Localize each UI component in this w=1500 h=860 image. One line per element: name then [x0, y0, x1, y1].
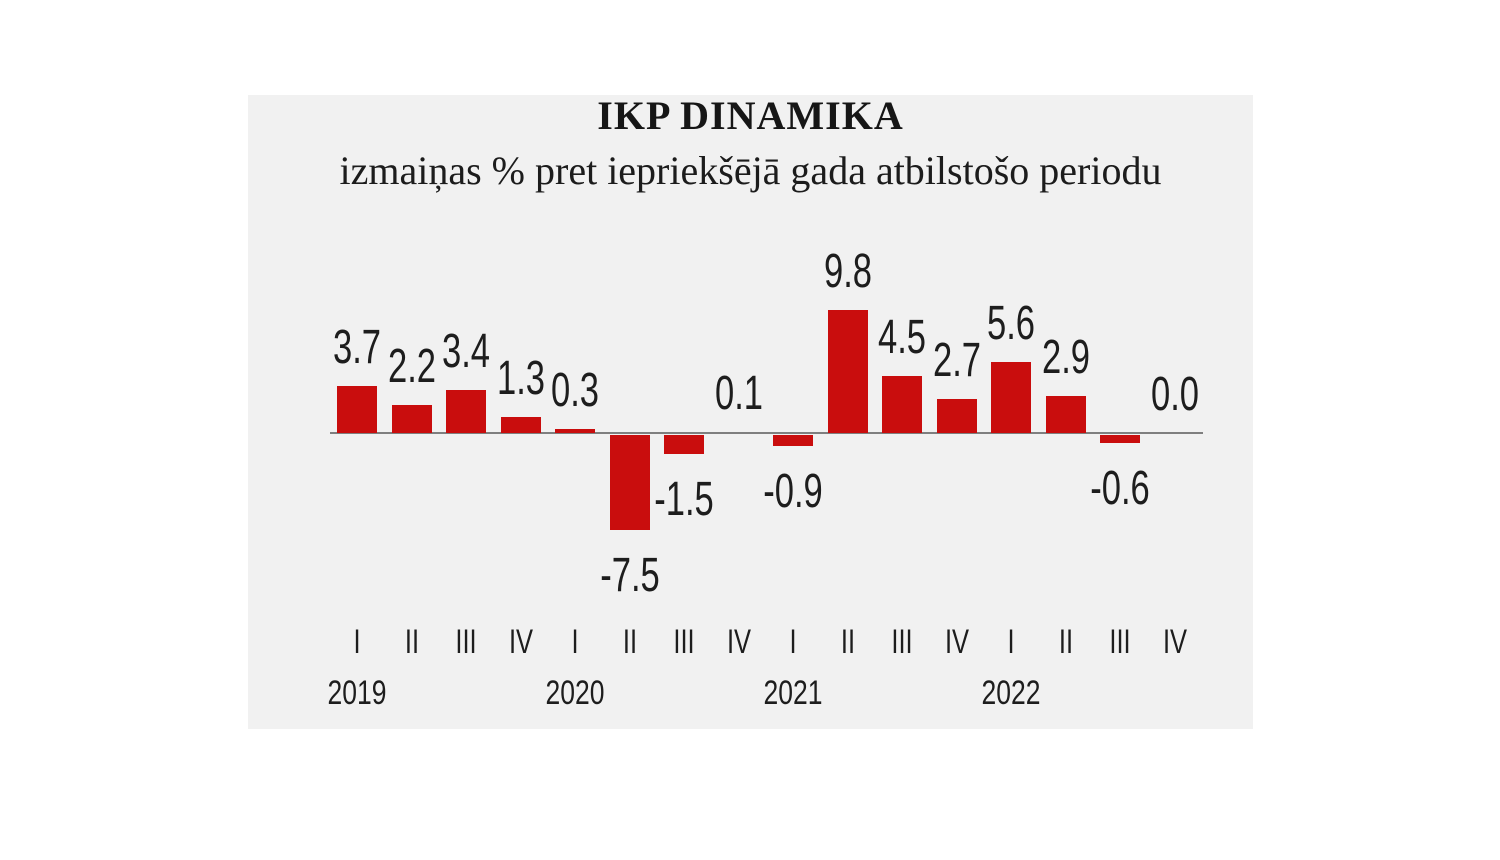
bar: [337, 386, 377, 433]
bar: [1100, 435, 1140, 443]
quarter-tick-label: II: [404, 623, 419, 661]
bar-value-label: 3.4: [441, 325, 491, 379]
year-label: 2022: [981, 674, 1041, 712]
bar-value-label: 2.9: [1041, 331, 1090, 385]
quarter-tick-label: III: [455, 623, 477, 661]
year-label: 2021: [763, 674, 823, 712]
bar: [991, 362, 1031, 433]
year-label: 2020: [545, 674, 605, 712]
quarter-tick-label: II: [840, 623, 855, 661]
plot-area: 3.7 I 2.2 II 3.4 III 1.3 IV 0.3 I -7.5 II -1.5 III 0.1…: [248, 95, 1253, 729]
quarter-tick-label: I: [571, 623, 579, 661]
bar-value-label: -0.9: [763, 465, 823, 519]
bar-value-label: 0.3: [550, 364, 600, 418]
quarter-tick-label: I: [353, 623, 361, 661]
bar-value-label: 2.2: [387, 340, 436, 394]
bar-value-label: -7.5: [599, 548, 660, 602]
quarter-tick-label: IV: [1162, 623, 1187, 661]
bar: [500, 416, 541, 433]
chart-subtitle: izmaiņas % pret iepriekšējā gada atbilst…: [339, 148, 1162, 193]
bar: [936, 398, 977, 433]
quarter-tick-label: III: [1109, 623, 1131, 661]
quarter-tick-label: I: [1007, 623, 1015, 661]
quarter-tick-label: III: [891, 623, 913, 661]
bar: [1045, 396, 1086, 433]
quarter-tick-label: II: [1058, 623, 1073, 661]
bar: [773, 435, 813, 447]
bar-value-label: 9.8: [823, 244, 872, 298]
quarter-tick-label: IV: [944, 623, 969, 661]
quarter-tick-label: III: [673, 623, 695, 661]
bar: [882, 376, 922, 433]
quarter-tick-label: I: [789, 623, 797, 661]
bar: [827, 309, 868, 433]
bar-value-label: -0.6: [1090, 461, 1150, 515]
quarter-tick-label: IV: [508, 623, 533, 661]
bar-value-label: 0.1: [714, 366, 763, 420]
bar: [609, 435, 650, 530]
bar: [664, 435, 704, 454]
bar-value-label: 3.7: [332, 321, 382, 375]
bar: [391, 405, 432, 433]
year-label: 2019: [327, 674, 387, 712]
quarter-tick-label: II: [622, 623, 637, 661]
x-axis-line: [330, 432, 1203, 434]
chart-title: IKP DINAMIKA: [597, 93, 904, 138]
quarter-tick-label: IV: [726, 623, 751, 661]
bar-value-label: 5.6: [986, 297, 1036, 351]
bar: [555, 429, 595, 433]
bar: [446, 390, 486, 433]
chart-panel: IKP DINAMIKA izmaiņas % pret iepriekšējā…: [248, 93, 1253, 729]
bar-value-label: 1.3: [496, 351, 545, 405]
bar-value-label: -1.5: [654, 472, 714, 526]
bar-value-label: 0.0: [1150, 368, 1199, 421]
bar-value-label: 2.7: [932, 333, 981, 387]
bar-value-label: 4.5: [877, 311, 927, 365]
